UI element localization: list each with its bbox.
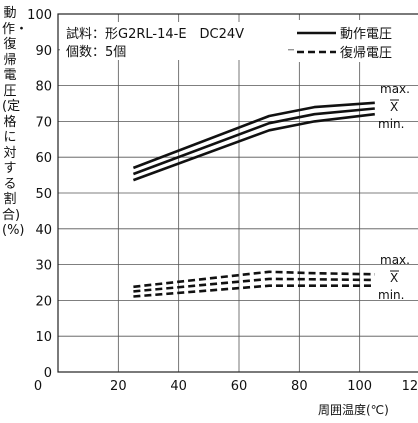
stat-min-operate: min.	[378, 117, 404, 131]
series-line-release	[133, 284, 375, 298]
y-axis-label: 動作・復帰電圧(定格に対する割合)(%)	[2, 6, 29, 238]
y-tick-labels: 0 10 20 30 40 50 60 70 80 90 100	[27, 8, 52, 381]
y-tick-label: 70	[35, 115, 52, 130]
sample-text: 試料：形G2RL-14-E DC24V	[66, 26, 244, 42]
stat-max-operate: max.	[380, 82, 410, 96]
y-tick-label: 50	[35, 187, 52, 202]
x-tick-label: 120	[402, 379, 418, 394]
x-tick-label: 0	[34, 379, 42, 394]
y-tick-label: 80	[35, 80, 52, 95]
stat-mean-release: X	[390, 271, 398, 285]
x-tick-label: 20	[110, 379, 127, 394]
plot-frame	[57, 13, 418, 373]
y-tick-label: 10	[35, 330, 52, 345]
x-tick-label: 80	[291, 379, 308, 394]
stat-mean-operate: X	[390, 100, 398, 114]
x-tick-labels: 0 20 40 60 80 100 120	[34, 379, 418, 394]
y-tick-label: 20	[35, 294, 52, 309]
series-lines	[132, 101, 375, 298]
y-tick-label: 90	[35, 44, 52, 59]
x-tick-label: 40	[170, 379, 187, 394]
stat-max-release: max.	[380, 253, 410, 267]
legend-label-operate: 動作電圧	[340, 27, 392, 42]
series-line-operate	[132, 112, 375, 182]
stat-min-release: min.	[378, 288, 404, 302]
series-line-release	[133, 270, 375, 289]
y-tick-label: 60	[35, 151, 52, 166]
series-line-operate	[132, 107, 375, 176]
series-line-operate	[132, 101, 375, 170]
y-tick-label: 0	[44, 366, 52, 381]
grid	[58, 14, 418, 372]
x-axis-label: 周囲温度(℃)	[318, 402, 389, 417]
y-tick-label: 30	[35, 259, 52, 274]
stat-labels-operate: max. X min.	[378, 82, 410, 131]
legend: 動作電圧 復帰電圧	[294, 20, 418, 62]
series-line-release	[133, 277, 375, 293]
info-box: 試料：形G2RL-14-E DC24V 個数：5個	[60, 22, 288, 60]
legend-label-release: 復帰電圧	[340, 45, 392, 61]
x-tick-label: 60	[231, 379, 248, 394]
stat-labels-release: max. X min.	[378, 253, 410, 302]
y-tick-label: 100	[27, 8, 52, 23]
x-tick-label: 100	[347, 379, 372, 394]
y-tick-label: 40	[35, 223, 52, 238]
count-text: 個数：5個	[66, 45, 126, 60]
